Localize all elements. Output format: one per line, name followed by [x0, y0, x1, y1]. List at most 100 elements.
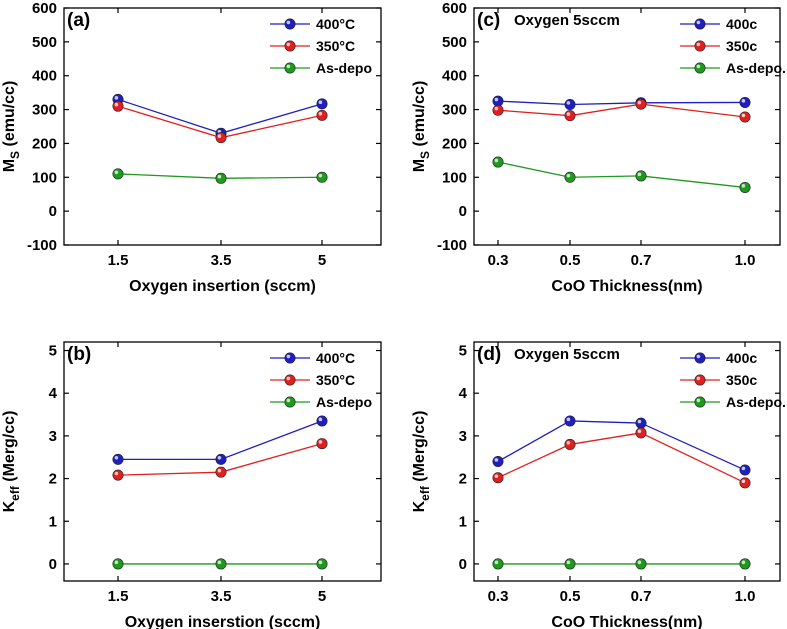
legend: 400°C 350°C As-depo	[270, 16, 372, 76]
data-point-s2-p1-body	[215, 172, 227, 184]
data-point-s2-p2-highlight	[318, 560, 323, 565]
data-point-s2-p1-highlight	[566, 560, 571, 565]
data-point-s2-p2-body	[316, 558, 328, 570]
y-axis-label-units: (Merg/cc)	[411, 411, 428, 487]
data-point-s0-p0	[112, 453, 124, 465]
y-tick-label: 4	[459, 385, 468, 402]
y-tick-label: 1	[49, 513, 57, 530]
y-axis-label: MS (emu/cc)	[411, 81, 432, 173]
legend-swatch-marker	[284, 396, 296, 408]
data-point-s0-p2-body	[316, 415, 328, 427]
data-point-s1-p3	[739, 111, 751, 123]
data-point-s2-p2-highlight	[637, 560, 642, 565]
y-tick-label: 5	[49, 343, 57, 360]
y-tick-label: 1	[459, 513, 467, 530]
legend-swatch-marker-highlight	[286, 376, 291, 381]
x-tick-label: 0.5	[560, 588, 581, 605]
y-axis-label-subscript: S	[418, 151, 432, 159]
y-tick-label: 3	[459, 428, 467, 445]
y-tick-label: 3	[49, 428, 57, 445]
data-point-s1-p2-body	[635, 98, 647, 110]
data-point-s0-p1-body	[564, 415, 576, 427]
y-tick-label: 5	[459, 343, 467, 360]
data-point-s2-p1-highlight	[217, 174, 222, 179]
legend-swatch-marker-body	[284, 40, 296, 52]
y-tick-label: 600	[32, 0, 57, 17]
data-point-s1-p0	[492, 472, 504, 484]
data-point-s0-p2	[316, 98, 328, 110]
legend: 400c 350c As-depo.	[680, 16, 786, 76]
chart-panel-2: 0 1 2 3 4 5 1.5 3.5 5 Oxygen inserstion (sccm) Kef…	[1, 341, 382, 629]
legend-swatch-marker-highlight	[286, 42, 291, 47]
x-axis-label: Oxygen insertion (sccm)	[129, 278, 316, 295]
y-tick-label: 300	[442, 102, 467, 119]
data-point-s1-p0-highlight	[114, 471, 119, 476]
data-point-s1-p2-highlight	[637, 429, 642, 434]
legend-swatch-marker-body	[694, 62, 706, 74]
data-point-s2-p2-body	[316, 171, 328, 183]
data-point-s2-p0-highlight	[494, 158, 499, 163]
x-tick-label: 0.3	[488, 588, 509, 605]
y-tick-label: 600	[442, 0, 467, 17]
legend-label: 400c	[726, 350, 757, 366]
data-point-s2-p2	[316, 171, 328, 183]
legend-swatch-marker-body	[284, 62, 296, 74]
legend-swatch-marker-highlight	[696, 20, 701, 25]
data-point-s1-p1-body	[215, 466, 227, 478]
data-point-s0-p2-highlight	[637, 419, 642, 424]
plot-frame	[473, 7, 781, 246]
panel-letter: (d)	[477, 344, 501, 365]
data-point-s2-p1-body	[564, 171, 576, 183]
legend-swatch-marker	[284, 374, 296, 386]
data-point-s1-p3-highlight	[741, 479, 746, 484]
data-point-s0-p3-body	[739, 96, 751, 108]
y-tick-label: -100	[27, 237, 57, 254]
legend-swatch-marker-body	[694, 396, 706, 408]
x-tick-label: 5	[318, 252, 326, 269]
data-point-s2-p0-body	[492, 558, 504, 570]
data-point-s2-p0-highlight	[114, 170, 119, 175]
y-tick-label: -100	[437, 237, 467, 254]
y-tick-label: 2	[49, 471, 57, 488]
data-point-s2-p0-highlight	[114, 560, 119, 565]
data-point-s0-p3-highlight	[741, 99, 746, 103]
data-point-s0-p0-body	[492, 455, 504, 467]
data-point-s2-p2-body	[635, 558, 647, 570]
panel-annotation: Oxygen 5sccm	[514, 346, 620, 363]
data-point-s1-p2-body	[316, 438, 328, 450]
legend-swatch-marker-body	[694, 352, 706, 364]
y-axis-label-main: K	[1, 500, 18, 512]
y-tick-label: 4	[49, 385, 58, 402]
y-tick-label: 200	[32, 135, 57, 152]
data-point-s1-p1-body	[564, 110, 576, 122]
data-point-s0-p1	[564, 98, 576, 110]
y-tick-label: 100	[32, 169, 57, 186]
legend-swatch-marker	[694, 62, 706, 74]
legend-swatch-marker-body	[694, 40, 706, 52]
legend-swatch-marker-body	[284, 352, 296, 364]
legend-label: As-depo.	[726, 60, 786, 76]
y-axis-label-subscript: S	[8, 151, 22, 159]
y-axis-label-main: M	[1, 159, 18, 172]
data-point-s1-p1	[215, 466, 227, 478]
data-point-s2-p3	[739, 558, 751, 570]
y-axis-label-subscript: eff	[8, 485, 22, 501]
x-axis-label: CoO Thickness(nm)	[551, 614, 702, 629]
data-point-s2-p2-highlight	[637, 172, 642, 177]
x-tick-label: 5	[318, 588, 326, 605]
y-tick-label: 500	[32, 34, 57, 51]
y-tick-label: 300	[32, 102, 57, 119]
y-axis-label-subscript: eff	[418, 485, 432, 501]
data-point-s0-p1-body	[564, 98, 576, 110]
legend-label: 350c	[726, 372, 757, 388]
y-tick-label: 500	[442, 34, 467, 51]
x-tick-label: 0.3	[488, 252, 509, 269]
data-point-s1-p1-body	[215, 132, 227, 144]
legend-swatch-marker-body	[284, 396, 296, 408]
data-point-s0-p0-highlight	[494, 458, 499, 462]
data-point-s1-p2-body	[635, 427, 647, 439]
data-point-s1-p0	[112, 100, 124, 112]
data-point-s2-p0	[492, 558, 504, 570]
